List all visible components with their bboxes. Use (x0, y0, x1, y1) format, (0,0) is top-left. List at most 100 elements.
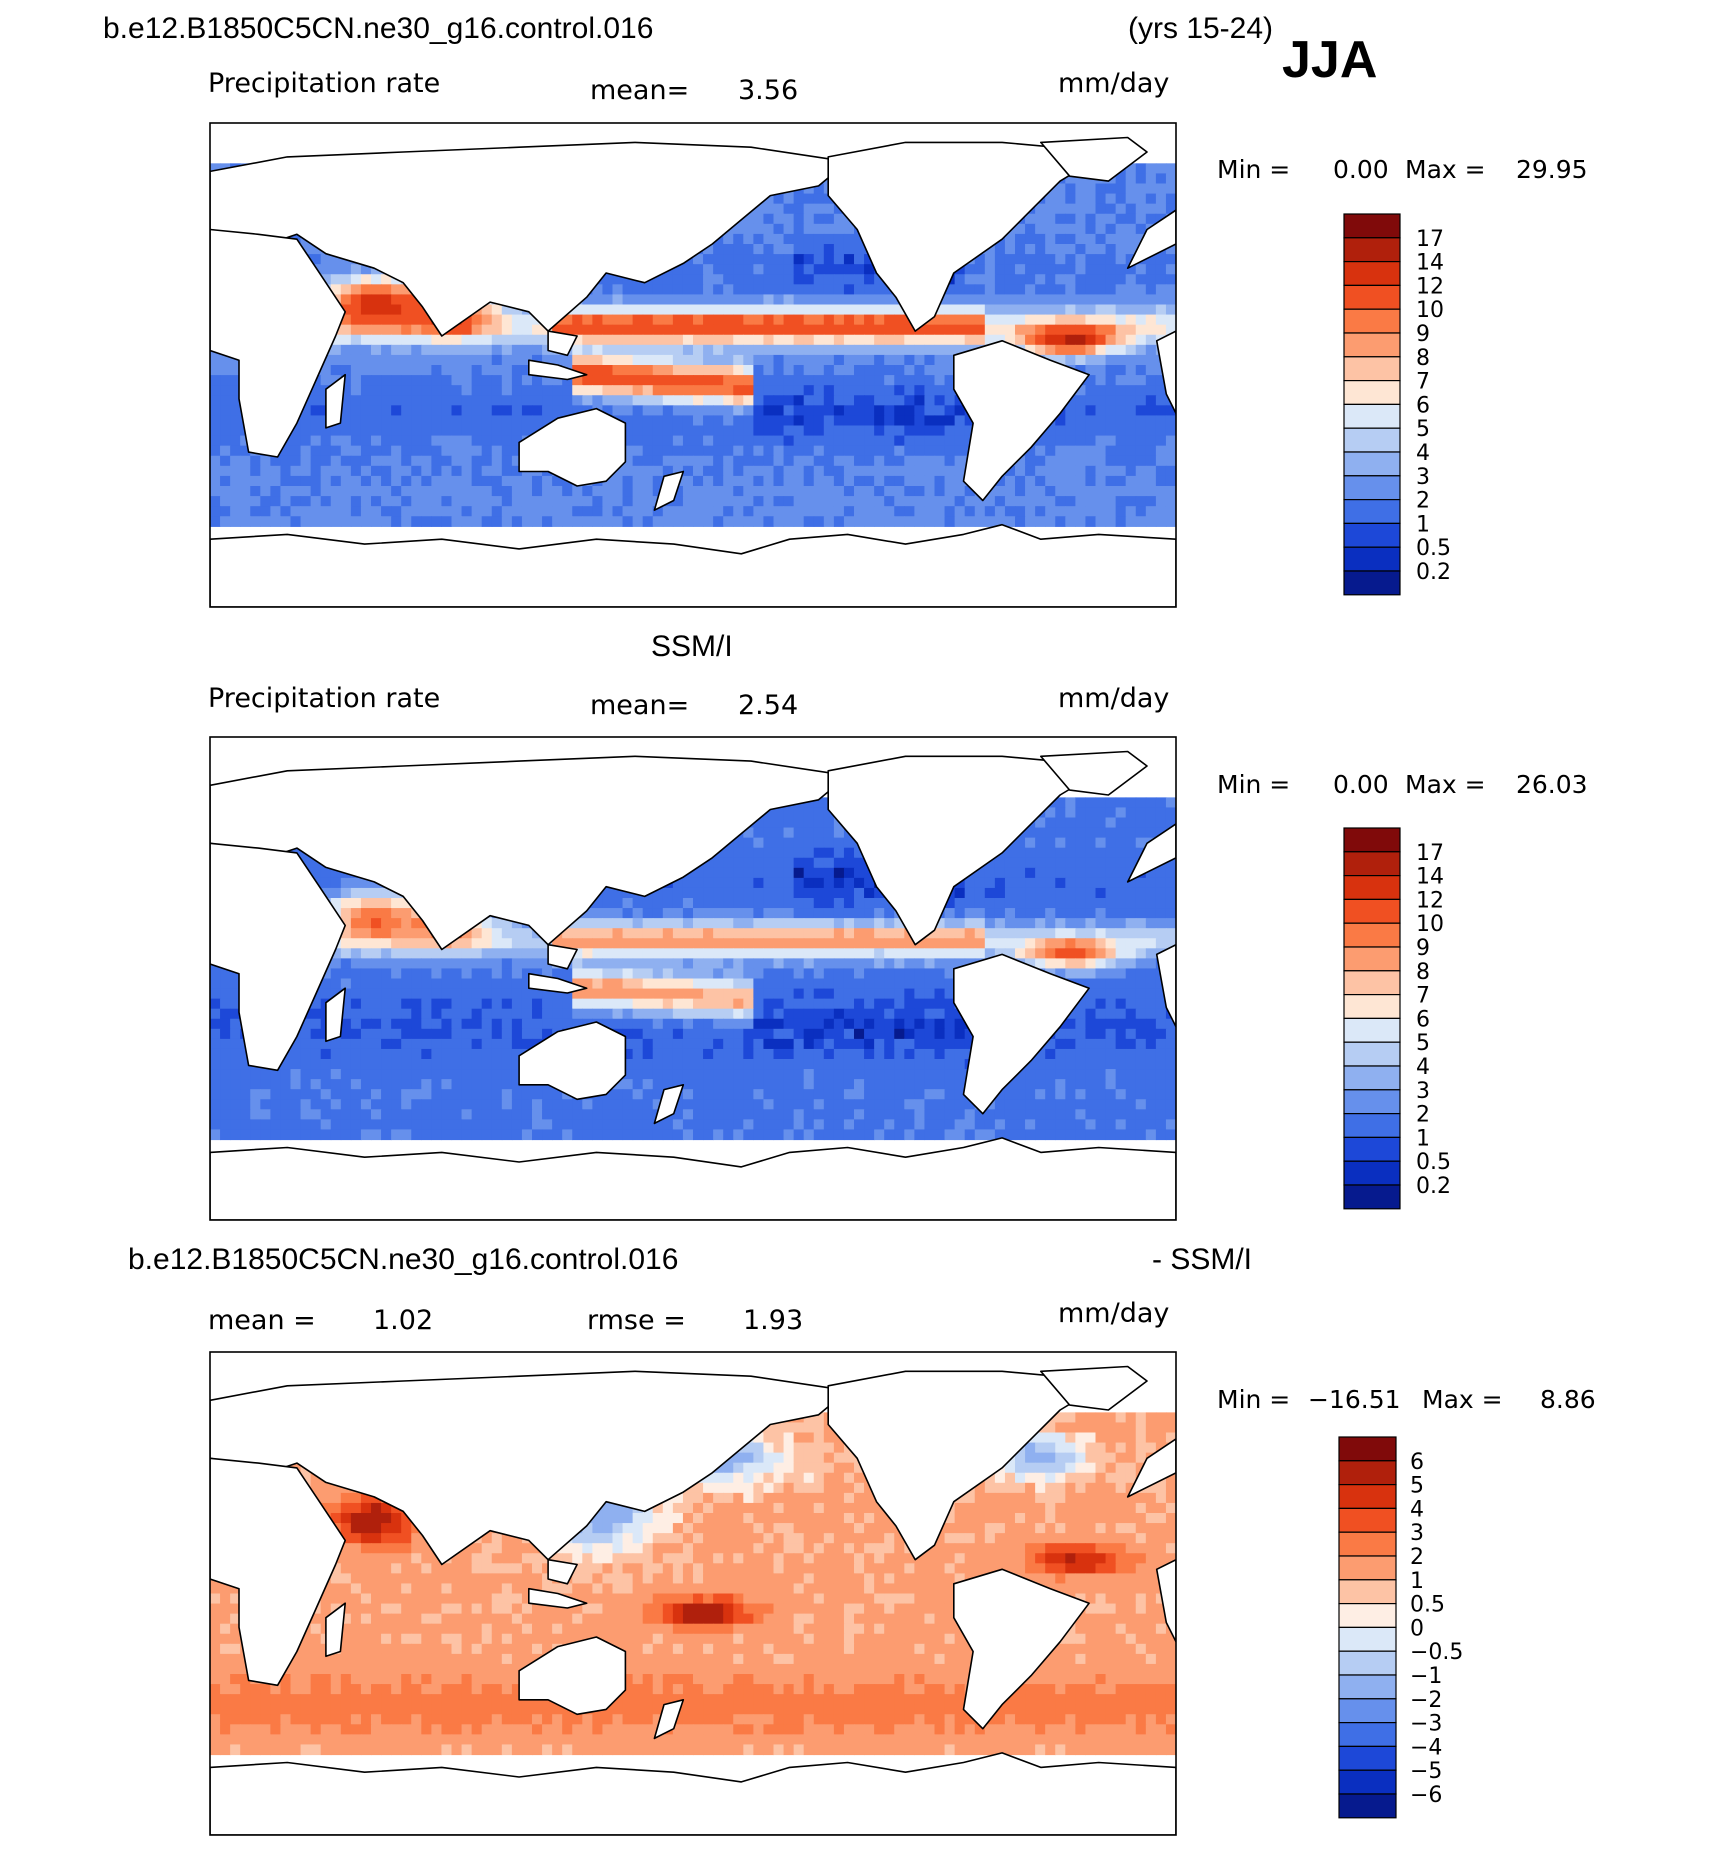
field-cell (391, 938, 402, 949)
panel1-min-label: Min = (1217, 155, 1291, 184)
field-cell (1035, 455, 1046, 467)
field-cell (421, 496, 432, 507)
field-cell (924, 324, 936, 336)
field-cell (1135, 817, 1147, 829)
field-cell (1125, 264, 1137, 275)
field-cell (733, 324, 744, 336)
field-cell (411, 496, 422, 507)
field-cell (773, 415, 785, 427)
field-cell (652, 324, 664, 336)
field-cell (350, 877, 362, 889)
field-cell (1155, 314, 1167, 326)
field-cell (1025, 908, 1036, 919)
field-cell (411, 365, 422, 376)
field-cell (290, 435, 302, 447)
field-cell (874, 294, 885, 306)
field-cell (521, 506, 533, 517)
field-cell (823, 938, 835, 949)
panel2-max-value: 26.03 (1516, 770, 1588, 799)
field-cell (1025, 223, 1036, 235)
field-cell (310, 506, 322, 517)
field-cell (1155, 817, 1167, 829)
field-cell (1115, 173, 1127, 185)
field-cell (290, 475, 302, 487)
field-cell (843, 918, 855, 929)
field-cell (763, 385, 775, 396)
field-cell (1025, 274, 1036, 285)
field-cell (1105, 193, 1117, 205)
field-cell (944, 425, 956, 437)
field-cell (612, 274, 624, 285)
field-cell (1155, 163, 1167, 175)
field-cell (461, 948, 473, 959)
field-cell (1165, 405, 1176, 417)
field-cell (682, 324, 694, 336)
field-cell (773, 857, 785, 869)
field-cell (743, 887, 754, 899)
field-cell (743, 425, 754, 437)
field-cell (300, 425, 312, 437)
field-cell (854, 415, 865, 427)
field-cell (1045, 314, 1056, 326)
field-cell (411, 344, 422, 356)
field-cell (451, 375, 463, 386)
field-cell (350, 405, 362, 417)
field-cell (230, 425, 241, 437)
field-cell (763, 887, 775, 899)
field-cell (864, 344, 875, 356)
field-cell (572, 304, 583, 316)
field-cell (1045, 213, 1056, 225)
field-cell (491, 334, 503, 346)
field-cell (1065, 506, 1076, 517)
field-cell (521, 486, 533, 497)
field-cell (1115, 294, 1127, 306)
field-cell (753, 365, 765, 376)
field-cell (592, 928, 604, 939)
field-cell (511, 344, 523, 356)
field-cell (723, 847, 734, 859)
field-cell (270, 496, 282, 507)
field-cell (723, 284, 734, 296)
field-cell (1145, 938, 1157, 949)
field-cell (1035, 435, 1046, 447)
field-cell (984, 284, 996, 296)
field-cell (1055, 877, 1066, 889)
field-cell (753, 254, 765, 265)
field-cell (270, 506, 282, 517)
field-cell (1085, 918, 1097, 929)
field-cell (1155, 898, 1167, 909)
field-cell (773, 908, 785, 919)
field-cell (1145, 324, 1157, 336)
field-cell (1135, 807, 1147, 819)
field-cell (1035, 928, 1046, 939)
panel2-max-label: Max = (1405, 770, 1486, 799)
field-cell (1055, 324, 1066, 336)
field-cell (532, 385, 543, 396)
field-cell (350, 324, 362, 336)
field-cell (854, 354, 865, 366)
field-cell (1055, 797, 1066, 809)
field-cell (350, 334, 362, 346)
field-cell (934, 455, 946, 467)
field-cell (672, 435, 684, 447)
field-cell (1095, 365, 1107, 376)
field-cell (1055, 908, 1066, 919)
field-cell (823, 233, 835, 245)
field-cell (481, 375, 493, 386)
field-cell (713, 938, 724, 949)
field-cell (1015, 304, 1026, 316)
field-cell (1045, 425, 1056, 437)
field-cell (652, 425, 664, 437)
field-cell (914, 465, 926, 477)
field-cell (904, 435, 915, 447)
field-cell (401, 415, 412, 427)
field-cell (320, 354, 332, 366)
field-cell (733, 304, 744, 316)
field-cell (944, 395, 956, 406)
field-cell (813, 847, 825, 859)
field-cell (360, 887, 372, 899)
field-cell (662, 435, 674, 447)
field-cell (532, 334, 543, 346)
field-cell (894, 435, 905, 447)
panel3-mean-value: 1.02 (373, 1305, 434, 1336)
